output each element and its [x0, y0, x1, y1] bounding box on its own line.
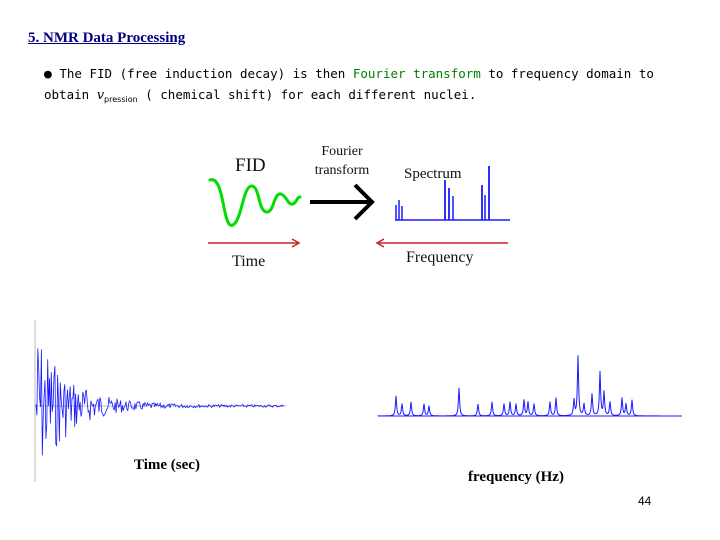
fourier-highlight: Fourier transform [352, 66, 481, 81]
fid-signal-plot [34, 320, 286, 482]
spectrum-peaks [395, 166, 510, 221]
time-axis-arrow-icon [208, 238, 301, 248]
bullet-paragraph: ● The FID (free induction decay) is then… [44, 64, 694, 110]
bullet-text-part-1: The FID (free induction decay) is then [59, 66, 353, 81]
slide-heading: 5. NMR Data Processing [28, 30, 186, 46]
frequency-hz-label: frequency (Hz) [468, 469, 564, 485]
fid-decay-trace [35, 348, 284, 456]
bullet-text-part-2: to frequency domain to obtain [44, 66, 654, 102]
fourier-label-line2: transform [315, 163, 370, 178]
page-number: 44 [638, 494, 652, 508]
fid-label: FID [235, 155, 266, 176]
nu-subscript: pression [104, 95, 138, 104]
frequency-label: Frequency [406, 249, 474, 266]
fourier-diagram: FID Fourier transform Spectrum Time Freq… [208, 144, 510, 270]
fid-wave [208, 178, 302, 227]
transform-arrow-icon [310, 183, 375, 221]
fourier-label-line1: Fourier [321, 144, 363, 159]
nu-symbol: v [96, 88, 105, 103]
frequency-axis-arrow-icon [375, 238, 508, 248]
spectrum-label: Spectrum [404, 166, 462, 182]
bullet-text-part-3: ( chemical shift) for each different nuc… [137, 87, 477, 102]
nmr-spectrum-plot [377, 355, 682, 417]
time-label: Time [232, 253, 265, 270]
time-sec-label: Time (sec) [134, 457, 200, 473]
spectrum-trace [377, 355, 682, 417]
bullet-dot-icon: ● [44, 67, 52, 82]
